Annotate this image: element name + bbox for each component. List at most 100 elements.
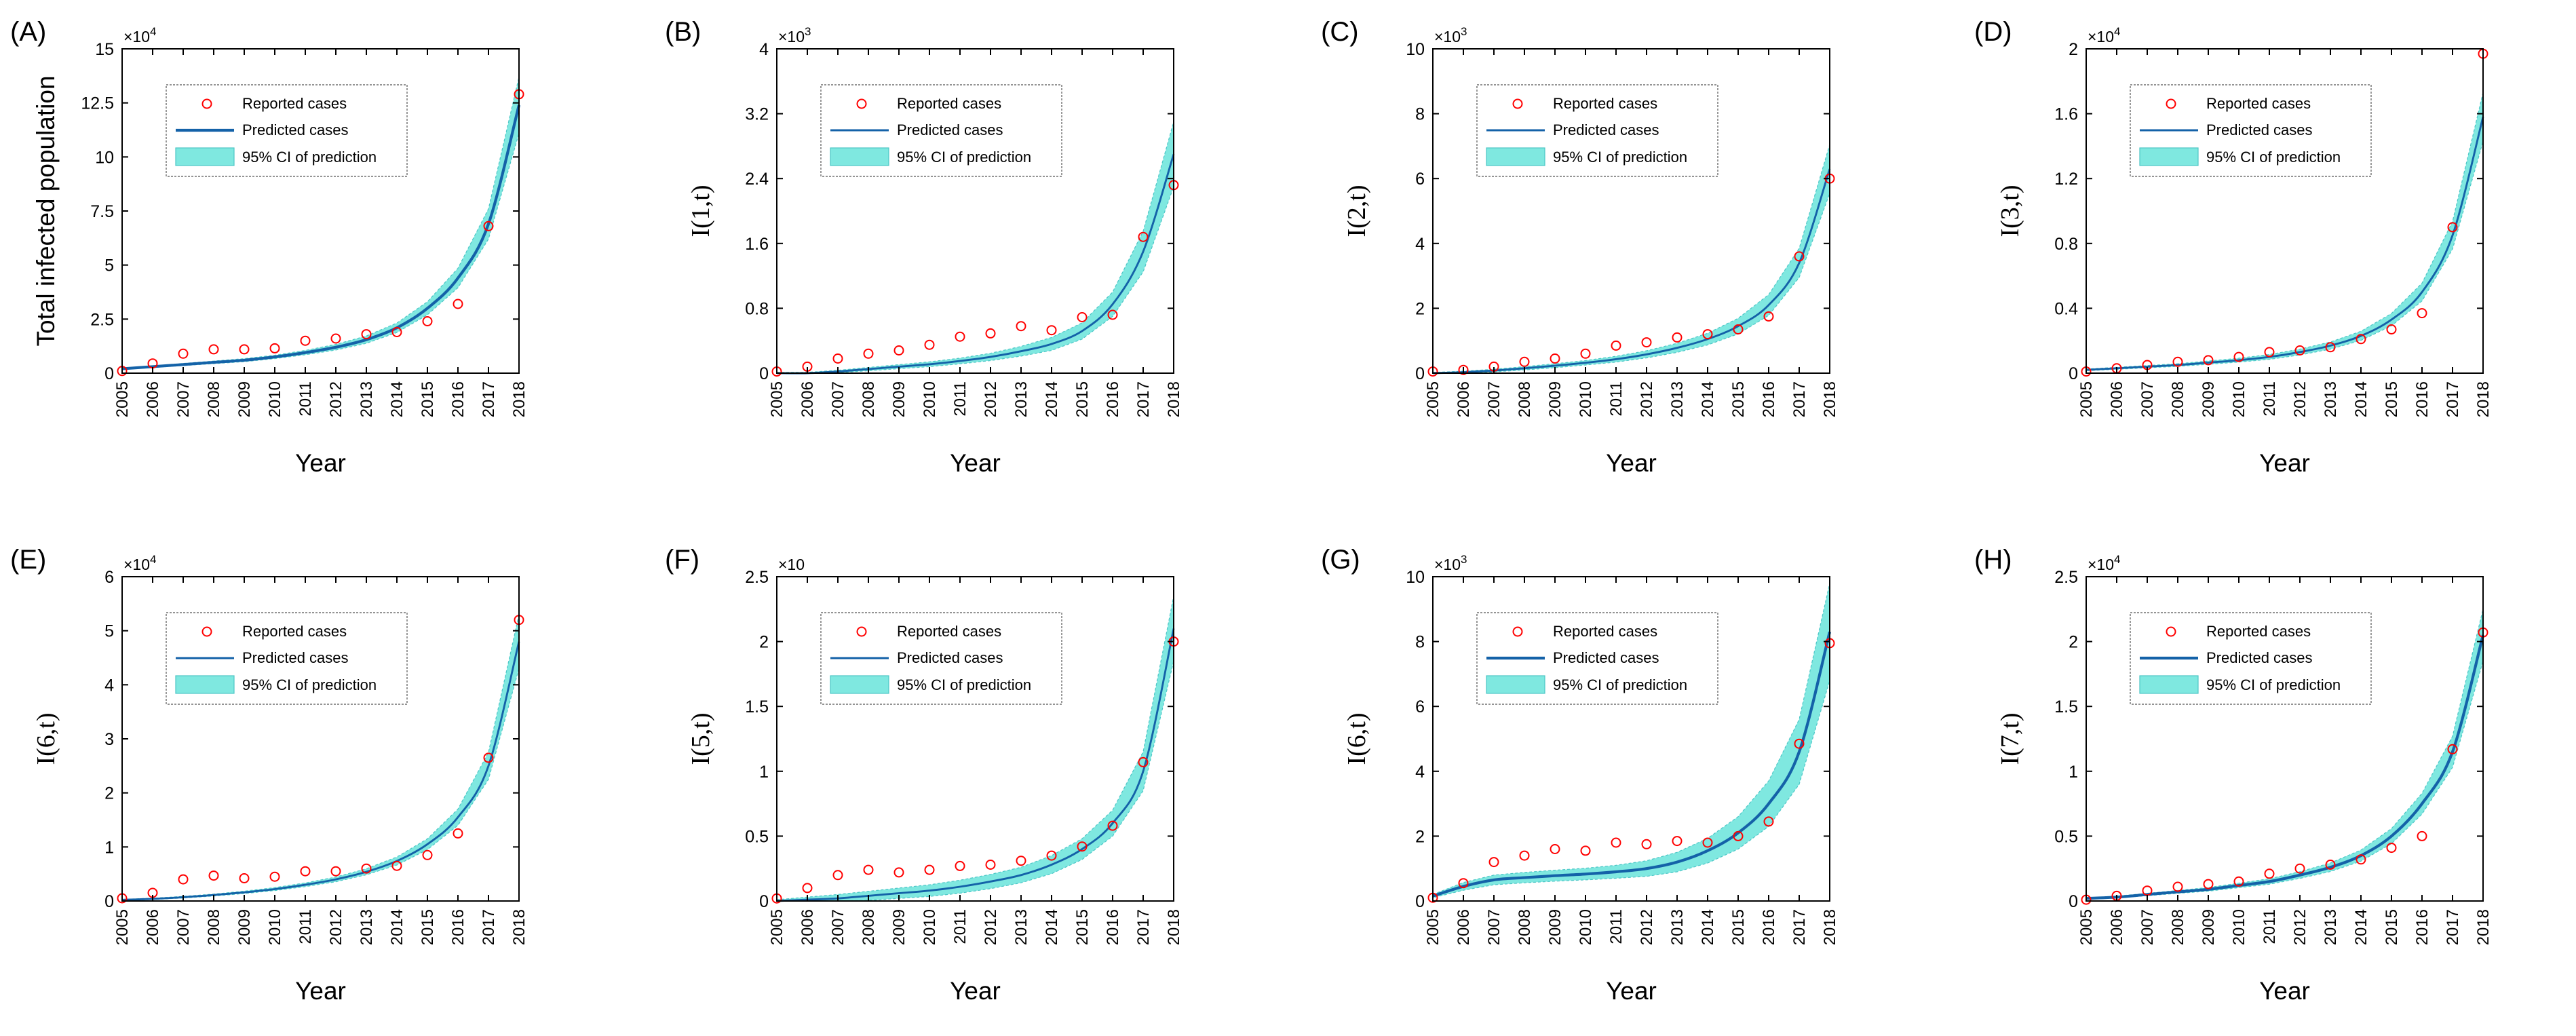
x-tick-label: 2007 <box>1485 909 1503 945</box>
reported-marker <box>1702 837 1713 848</box>
legend-label-ci: 95% CI of prediction <box>897 676 1031 693</box>
x-axis-title: Year <box>295 449 346 477</box>
x-tick-label: 2006 <box>144 381 162 417</box>
y-tick-label: 0 <box>759 364 769 383</box>
x-tick-label: 2009 <box>890 909 908 945</box>
reported-marker <box>330 333 341 344</box>
y-tick-label: 2 <box>2069 40 2078 59</box>
reported-marker <box>2325 342 2336 353</box>
legend-marker-reported <box>1512 626 1523 637</box>
reported-marker <box>422 849 433 860</box>
y-axis-title: I(3,t) <box>1996 185 2024 237</box>
reported-marker <box>1763 311 1774 322</box>
x-tick-label: 2006 <box>2108 381 2126 417</box>
x-tick-label: 2007 <box>829 381 847 417</box>
reported-marker <box>893 867 904 878</box>
reported-marker <box>208 344 219 355</box>
y-tick-label: 12.5 <box>81 94 114 113</box>
ci-band <box>2085 609 2484 900</box>
legend-label-predicted: Predicted cases <box>1553 649 1659 666</box>
axis-multiplier: ×104 <box>2088 553 2120 573</box>
x-tick-label: 2009 <box>890 381 908 417</box>
y-tick-label: 1.5 <box>2054 697 2078 716</box>
y-tick-label: 6 <box>1415 170 1425 189</box>
y-tick-label: 10 <box>1406 568 1425 587</box>
reported-marker <box>361 329 372 340</box>
axis-multiplier: ×10 <box>778 556 805 573</box>
predicted-line <box>776 628 1175 902</box>
y-tick-label: 0 <box>2069 892 2078 911</box>
x-tick-label: 2017 <box>1790 381 1809 417</box>
x-axis-title: Year <box>295 977 346 1005</box>
x-tick-label: 2008 <box>2169 909 2187 945</box>
reported-marker <box>1733 324 1744 334</box>
x-tick-label: 2011 <box>951 909 969 944</box>
x-tick-label: 2008 <box>860 381 878 417</box>
x-tick-label: 2009 <box>1546 909 1564 945</box>
x-tick-label: 2013 <box>1012 909 1031 945</box>
reported-marker <box>985 860 996 870</box>
reported-marker <box>1107 820 1118 831</box>
x-tick-label: 2010 <box>1577 381 1595 417</box>
reported-marker <box>1672 836 1683 847</box>
x-tick-label: 2010 <box>921 381 939 417</box>
y-tick-label: 1 <box>2069 763 2078 782</box>
x-tick-label: 2014 <box>1043 909 1061 945</box>
reported-marker <box>178 874 189 885</box>
y-tick-label: 2.5 <box>90 310 114 329</box>
y-tick-label: 2.5 <box>745 568 769 587</box>
legend-marker-reported <box>1512 98 1523 109</box>
axis-multiplier: ×103 <box>1434 553 1467 573</box>
y-tick-label: 8 <box>1415 633 1425 652</box>
reported-marker <box>924 864 935 875</box>
x-axis-title: Year <box>2259 977 2310 1005</box>
reported-marker <box>453 828 463 839</box>
x-tick-label: 2018 <box>2474 909 2493 945</box>
y-tick-label: 10 <box>1406 40 1425 59</box>
x-tick-label: 2015 <box>1729 381 1748 417</box>
reported-marker <box>1641 337 1652 348</box>
y-axis-title: I(6,t) <box>1343 712 1371 765</box>
y-tick-label: 0.5 <box>2054 827 2078 846</box>
legend-label-ci: 95% CI of prediction <box>242 149 377 166</box>
x-tick-label: 2012 <box>1638 909 1656 945</box>
panel-label: (A) <box>10 17 46 47</box>
x-tick-label: 2015 <box>1073 381 1092 417</box>
legend-label-reported: Reported cases <box>1553 623 1657 640</box>
reported-marker <box>1046 325 1057 336</box>
y-tick-label: 6 <box>1415 697 1425 716</box>
multiplier-exponent: 3 <box>1461 553 1467 566</box>
x-tick-label: 2018 <box>2474 381 2493 417</box>
reported-marker <box>1458 878 1469 889</box>
y-tick-label: 2 <box>104 784 114 803</box>
multiplier-base: ×10 <box>123 556 150 573</box>
axes-box <box>776 576 1174 902</box>
reported-marker <box>391 327 402 337</box>
legend-label-reported: Reported cases <box>242 95 347 112</box>
reported-marker <box>1016 856 1026 866</box>
y-axis-title: I(2,t) <box>1343 185 1371 237</box>
multiplier-exponent: 3 <box>1461 25 1467 38</box>
x-tick-label: 2010 <box>2230 381 2248 417</box>
ci-band <box>1432 144 1830 374</box>
y-tick-label: 8 <box>1415 105 1425 124</box>
y-tick-label: 0.4 <box>2054 299 2078 318</box>
x-tick-label: 2008 <box>860 909 878 945</box>
x-tick-label: 2008 <box>1516 909 1534 945</box>
predicted-line <box>1432 631 1832 898</box>
x-tick-label: 2014 <box>2352 909 2370 945</box>
axis-multiplier: ×103 <box>1434 25 1467 45</box>
x-tick-label: 2005 <box>113 909 132 945</box>
x-tick-label: 2017 <box>2444 381 2462 417</box>
x-tick-label: 2012 <box>327 909 345 945</box>
x-tick-label: 2018 <box>1821 381 1839 417</box>
x-tick-label: 2013 <box>2322 909 2340 945</box>
x-tick-label: 2017 <box>1134 909 1153 945</box>
reported-marker <box>2294 345 2305 356</box>
y-tick-label: 1 <box>104 838 114 857</box>
legend-label-predicted: Predicted cases <box>242 649 349 666</box>
legend-label-reported: Reported cases <box>242 623 347 640</box>
y-tick-label: 2 <box>1415 827 1425 846</box>
y-tick-label: 3 <box>104 730 114 749</box>
